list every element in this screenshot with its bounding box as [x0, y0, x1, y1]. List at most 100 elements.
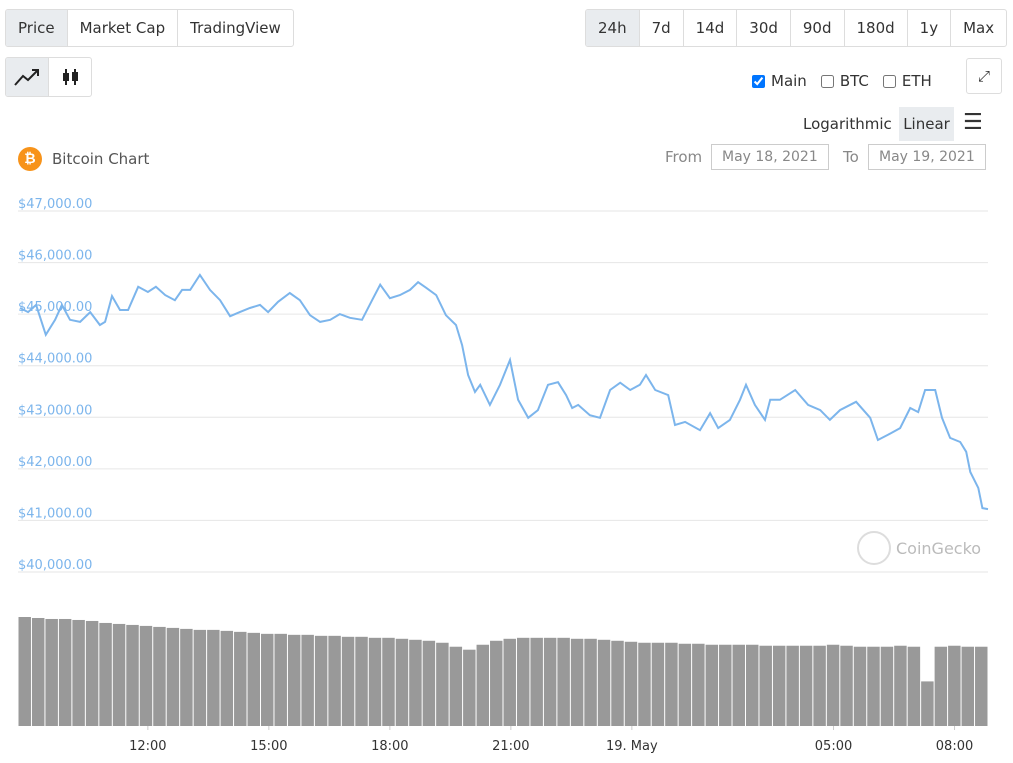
volume-bar: [382, 637, 395, 726]
volume-bar: [341, 636, 355, 726]
to-label: To: [843, 148, 859, 166]
volume-bar: [72, 619, 85, 726]
volume-bar: [597, 639, 611, 726]
checkbox[interactable]: [820, 74, 834, 88]
volume-bar: [692, 643, 705, 726]
volume-bar: [166, 627, 180, 726]
volume-bar: [126, 624, 139, 726]
y-tick-label: $45,000.00: [18, 300, 92, 315]
volume-bar: [543, 637, 557, 726]
volume-bar: [934, 646, 948, 726]
volume-bar: [772, 645, 786, 726]
volume-bar: [261, 633, 274, 726]
view-tab[interactable]: TradingView: [190, 19, 281, 37]
volume-bar: [678, 643, 692, 726]
y-tick-label: $44,000.00: [18, 352, 92, 367]
x-tick-label: 15:00: [250, 739, 287, 754]
volume-bar: [436, 642, 449, 726]
volume-bar: [719, 644, 732, 726]
fullscreen-button[interactable]: ⤢: [966, 58, 1002, 94]
x-tick-label: 05:00: [815, 739, 852, 754]
volume-bar: [234, 631, 247, 726]
volume-bar: [557, 637, 570, 726]
volume-bar: [112, 623, 126, 726]
volume-bar: [840, 645, 853, 726]
volume-bar: [907, 646, 921, 726]
log-option[interactable]: Logarithmic: [803, 115, 892, 133]
range-tab[interactable]: Max: [963, 19, 995, 37]
range-tab[interactable]: 24h: [586, 10, 640, 46]
price-line: [19, 273, 989, 511]
volume-bar: [207, 629, 220, 726]
volume-bar: [894, 645, 907, 726]
volume-bar: [651, 642, 665, 726]
range-tab[interactable]: 1y: [908, 10, 952, 46]
y-tick-label: $46,000.00: [18, 249, 92, 264]
volume-bar: [463, 649, 476, 726]
volume-bar: [880, 646, 894, 726]
from-date[interactable]: May 18, 2021: [711, 144, 829, 170]
volume-bar: [247, 632, 260, 726]
volume-bar: [476, 644, 490, 726]
volume-bar: [530, 637, 543, 726]
volume-bar: [746, 644, 759, 726]
checkbox-item[interactable]: BTC: [820, 72, 869, 90]
candle-style-button[interactable]: [49, 58, 91, 96]
watermark: CoinGecko: [896, 539, 981, 558]
volume-bar: [153, 626, 166, 726]
watermark-logo: [857, 531, 891, 565]
range-tab[interactable]: 14d: [684, 10, 738, 46]
range-tab[interactable]: 180d: [845, 10, 908, 46]
from-label: From: [665, 148, 703, 166]
volume-bar: [220, 630, 234, 726]
view-tab[interactable]: Price: [6, 10, 68, 46]
volume-bar: [584, 638, 597, 726]
volume-bar: [975, 646, 988, 726]
line-style-button[interactable]: [6, 58, 49, 96]
volume-bar: [355, 636, 368, 726]
volume-bar: [85, 620, 99, 726]
volume-bar: [799, 645, 813, 726]
to-date[interactable]: May 19, 2021: [868, 144, 986, 170]
range-tab[interactable]: 30d: [737, 10, 791, 46]
volume-bar: [921, 681, 934, 726]
range-tabs: 24h 7d 14d 30d 90d 180d 1y Max: [585, 9, 1008, 47]
checkbox-row: Main BTC ETH: [752, 72, 932, 90]
menu-button[interactable]: ☰: [963, 110, 983, 135]
volume-bar: [786, 645, 799, 726]
chart: CoinGecko $40,000.00 $41,000.00 $42,000.00…: [18, 197, 989, 754]
volume-bar: [301, 634, 314, 726]
y-tick-label: $40,000.00: [18, 558, 92, 573]
volume-bar: [139, 625, 153, 726]
checkbox-label: Main: [771, 72, 807, 90]
checkbox[interactable]: [882, 74, 896, 88]
volume-bar: [570, 638, 584, 726]
checkbox-item[interactable]: ETH: [882, 72, 932, 90]
y-tick-label: $41,000.00: [18, 506, 92, 521]
volume-bar: [274, 633, 287, 726]
volume-bar: [826, 644, 840, 726]
volume-bar: [516, 637, 530, 726]
volume-bar: [624, 641, 638, 726]
volume-bar: [948, 645, 961, 726]
volume-bar: [45, 618, 58, 726]
volume-bar: [732, 644, 745, 726]
y-tick-label: $42,000.00: [18, 455, 92, 470]
volume-bar: [314, 635, 328, 726]
volume-bar: [328, 635, 341, 726]
volume-bar: [705, 644, 719, 726]
x-tick-label: 12:00: [129, 739, 166, 754]
view-tab[interactable]: Market Cap: [68, 10, 179, 46]
linear-option[interactable]: Linear: [899, 107, 954, 141]
checkbox-label: BTC: [839, 72, 869, 90]
chart-title: Bitcoin Chart: [52, 150, 150, 168]
checkbox[interactable]: [752, 74, 765, 88]
range-tab[interactable]: 90d: [791, 10, 845, 46]
view-tabs: Price Market Cap TradingView: [5, 9, 294, 47]
range-tab[interactable]: 7d: [640, 10, 684, 46]
volume-bar: [611, 640, 624, 726]
x-tick-label: 18:00: [371, 739, 408, 754]
checkbox-item[interactable]: Main: [752, 72, 807, 90]
x-tick-label: 19. May: [606, 739, 658, 754]
